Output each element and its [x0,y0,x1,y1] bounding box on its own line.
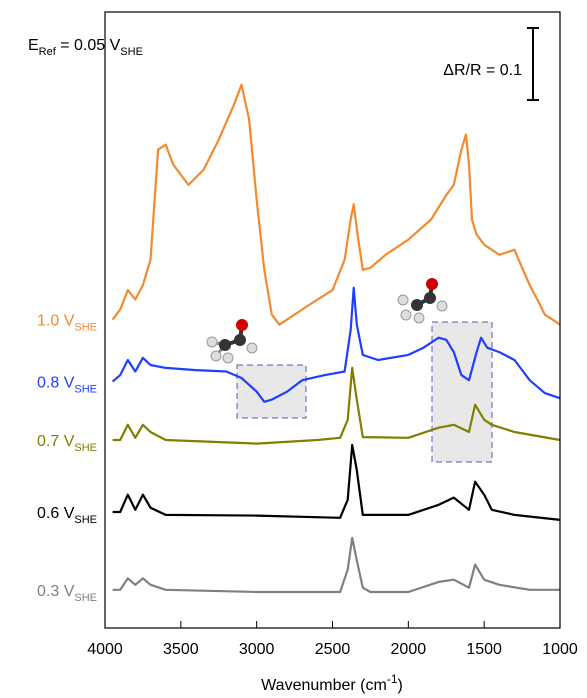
series-label: 0.7 VSHE [37,433,97,454]
reference-annotation: ERef = 0.05 VSHE [28,37,143,58]
series-label-sub: SHE [74,322,97,334]
x-axis-title: Wavenumber (cm-1) [261,672,403,694]
plot-area [113,85,560,592]
series-label: 0.3 VSHE [37,583,97,604]
x-tick-label: 2500 [315,641,351,658]
series-label-name: 1.0 V [37,313,75,330]
series-label: 0.6 VSHE [37,505,97,526]
x-tick-label: 1500 [466,641,502,658]
series-label-sub: SHE [74,384,97,396]
series-label-name: 0.3 V [37,583,75,600]
spectrum-line [113,538,560,592]
x-tick-label: 3500 [163,641,199,658]
spectrum-line [113,368,560,444]
highlight-box [237,365,306,418]
series-label: 1.0 VSHE [37,313,97,334]
chart: ERef = 0.05 VSHE ΔR/R = 0.1 Wavenumber (… [0,0,587,698]
x-tick-label: 1000 [542,641,578,658]
molecule-icon [398,278,447,323]
x-tick-label: 2000 [391,641,427,658]
series-label: 0.8 VSHE [37,375,97,396]
series-label-name: 0.8 V [37,375,75,392]
series-label-name: 0.7 V [37,433,75,450]
plot-frame [105,12,560,628]
spectrum-line [113,288,560,402]
series-label-sub: SHE [74,592,97,604]
spectrum-line [113,85,560,325]
series-label-name: 0.6 V [37,505,75,522]
spectrum-line [113,445,560,520]
molecule-icon [207,319,257,363]
scale-bar-label: ΔR/R = 0.1 [443,62,522,79]
series-label-sub: SHE [74,514,97,526]
x-tick-label: 3000 [239,641,275,658]
highlight-box [432,322,492,462]
x-tick-label: 4000 [87,641,123,658]
series-label-sub: SHE [74,442,97,454]
